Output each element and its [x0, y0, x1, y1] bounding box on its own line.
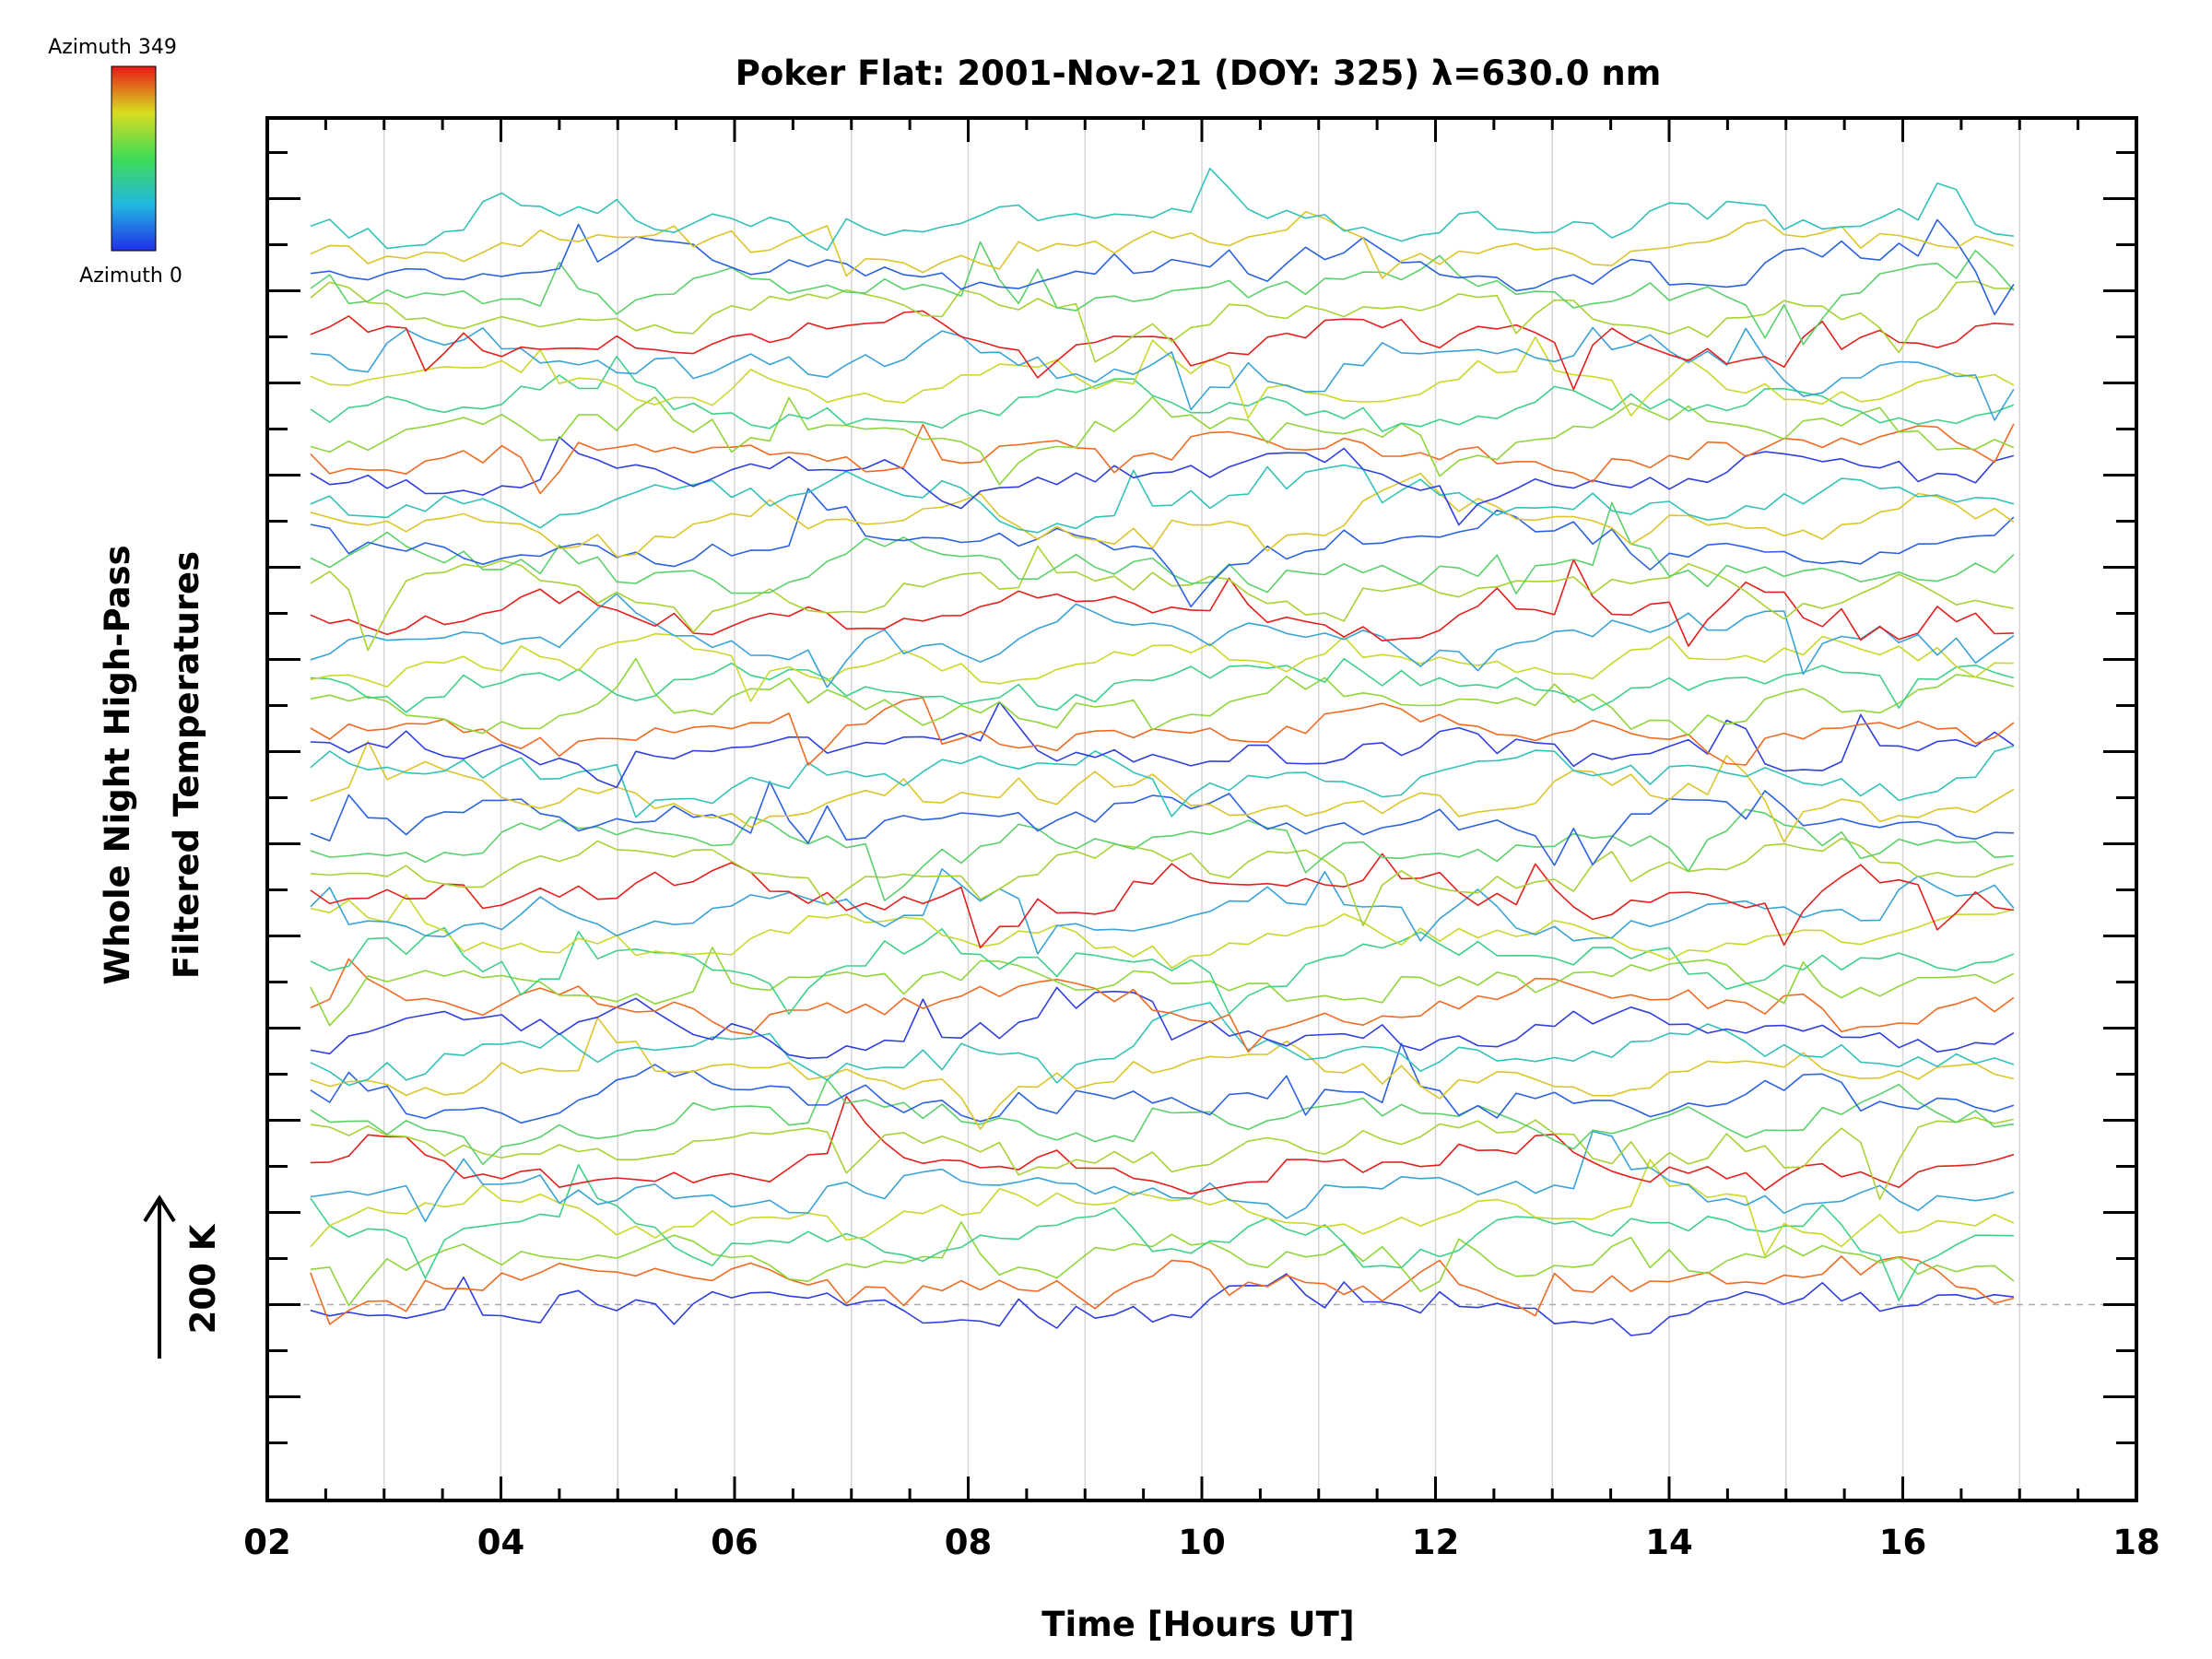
- scale-bar: 200 K: [143, 1194, 223, 1359]
- trace-line: [310, 1164, 2014, 1301]
- trace-line: [310, 1159, 2015, 1257]
- trace-line: [310, 1002, 2015, 1087]
- trace-line: [310, 545, 2015, 652]
- colorbar-label-bottom: Azimuth 0: [79, 265, 182, 288]
- trace-line: [310, 1095, 2015, 1194]
- trace-line: [310, 464, 2015, 534]
- trace-line: [310, 853, 2015, 949]
- trace-line: [310, 697, 2015, 766]
- trace-line: [310, 632, 2014, 702]
- x-tick-label: 02: [243, 1523, 291, 1562]
- x-tick-label: 18: [2112, 1523, 2160, 1562]
- trace-line: [310, 167, 2014, 252]
- y-axis-title-line1: Whole Night High-Pass: [98, 545, 137, 984]
- trace-line: [310, 1130, 2015, 1223]
- trace-line: [310, 472, 2015, 558]
- x-tick-label: 06: [711, 1523, 759, 1562]
- x-axis-title: Time [Hours UT]: [1041, 1605, 1354, 1644]
- trace-line: [310, 808, 2014, 901]
- trace-line: [310, 436, 2015, 526]
- trace-line: [310, 335, 2015, 419]
- trace-line: [310, 837, 2015, 927]
- trace-line: [310, 1221, 2015, 1307]
- trace-line: [310, 210, 2015, 279]
- trace-line: [310, 488, 2015, 608]
- trace-line: [310, 1017, 2015, 1130]
- trace-line: [310, 218, 2015, 316]
- traces-layer: [310, 167, 2015, 1336]
- trace-line: [310, 1255, 2015, 1325]
- trace-line: [310, 926, 2015, 1015]
- trace-line: [310, 501, 2015, 595]
- trace-line: [310, 657, 2015, 736]
- colorbar-gradient: [111, 65, 157, 252]
- scale-bar-label: 200 K: [183, 1223, 223, 1334]
- trace-line: [310, 657, 2015, 713]
- trace-line: [310, 740, 2015, 843]
- trace-line: [310, 1116, 2015, 1201]
- scale-bar-arrow-head: [143, 1194, 176, 1223]
- trace-line: [310, 745, 2015, 818]
- trace-line: [310, 310, 2014, 391]
- chart-title: Poker Flat: 2001-Nov-21 (DOY: 325) λ=630…: [735, 53, 1662, 93]
- trace-line: [310, 559, 2014, 647]
- trace-line: [310, 1078, 2015, 1166]
- trace-line: [310, 280, 2014, 363]
- ticks-layer: 02 04 06 08 10 12 14 16 18: [243, 118, 2160, 1562]
- x-tick-label: 08: [945, 1523, 993, 1562]
- trace-line: [310, 355, 2015, 433]
- trace-line: [310, 867, 2015, 955]
- trace-line: [310, 958, 2015, 1053]
- trace-line: [310, 395, 2015, 486]
- trace-line: [310, 593, 2015, 688]
- trace-line: [310, 893, 2015, 970]
- trace-line: [310, 423, 2015, 495]
- trace-line: [310, 1042, 2015, 1124]
- x-tick-label: 12: [1412, 1523, 1460, 1562]
- x-tick-label: 04: [477, 1523, 525, 1562]
- x-tick-label: 16: [1879, 1523, 1927, 1562]
- colorbar: Azimuth 349 Azimuth 0: [48, 36, 182, 288]
- x-tick-label: 14: [1645, 1523, 1693, 1562]
- colorbar-label-top: Azimuth 349: [48, 36, 177, 59]
- trace-line: [310, 700, 2015, 789]
- x-tick-label: 10: [1178, 1523, 1226, 1562]
- trace-line: [310, 986, 2015, 1059]
- trace-line: [310, 1273, 2014, 1336]
- y-axis-title-line2: Filtered Temperatures: [167, 551, 206, 979]
- trace-line: [310, 241, 2015, 346]
- trace-line: [310, 947, 2015, 1027]
- trace-line: [310, 326, 2015, 421]
